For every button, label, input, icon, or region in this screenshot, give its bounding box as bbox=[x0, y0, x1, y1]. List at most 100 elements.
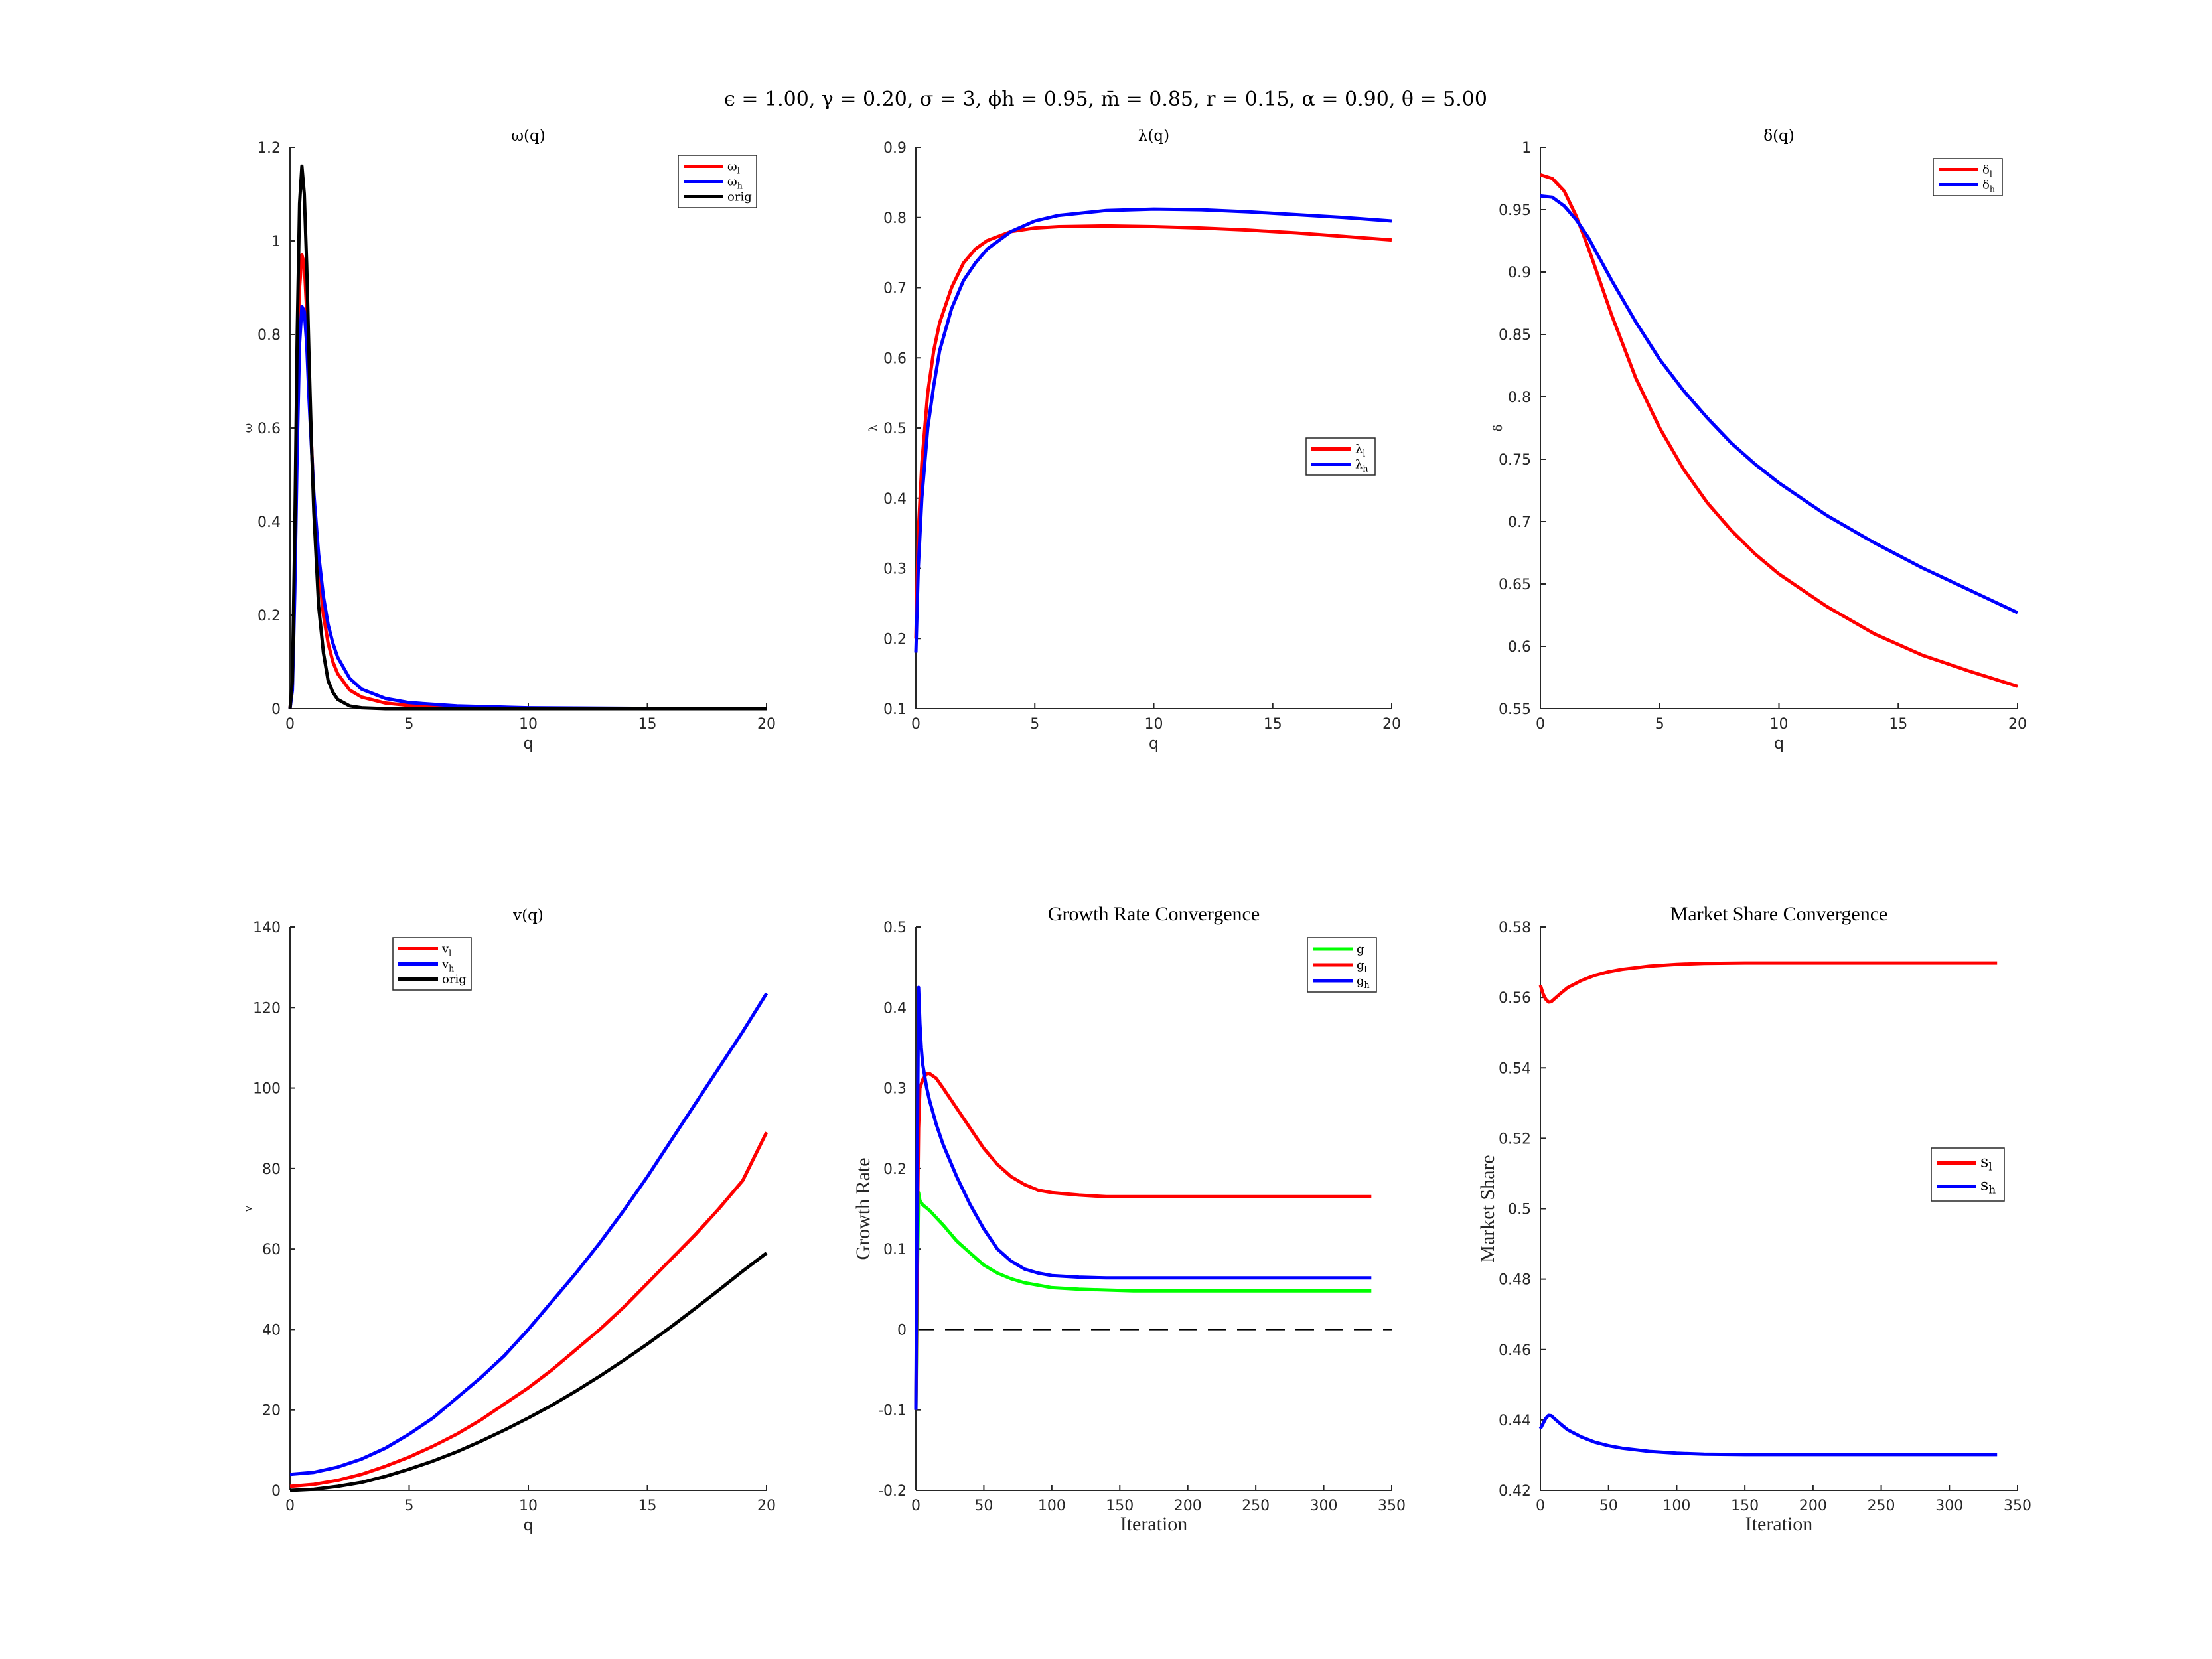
series-line-vl bbox=[289, 1131, 769, 1488]
series-line-δl bbox=[1540, 173, 2018, 688]
y-tick-label: 0.4 bbox=[883, 1000, 907, 1017]
x-tick-label: 15 bbox=[638, 716, 657, 733]
y-tick-label: 20 bbox=[262, 1403, 281, 1419]
y-tick-label: 0.56 bbox=[1499, 990, 1531, 1007]
y-tick-label: 1 bbox=[271, 234, 281, 250]
legend-label: vh bbox=[441, 958, 454, 974]
chart-growth: Growth Rate Convergence 0 50 100 150 200 250 30… bbox=[852, 903, 1406, 1535]
legend-label: gh bbox=[1357, 974, 1370, 990]
y-tick-label: 40 bbox=[262, 1322, 281, 1338]
x-axis-label: q bbox=[523, 1516, 533, 1534]
x-axis-label: q bbox=[523, 734, 533, 753]
x-tick-label: 350 bbox=[1378, 1498, 1406, 1514]
legend-box bbox=[1931, 1147, 2005, 1202]
x-tick-label: 0 bbox=[1536, 1498, 1545, 1514]
y-tick-label: 0.3 bbox=[883, 561, 907, 578]
x-tick-label: 150 bbox=[1731, 1498, 1759, 1514]
chart-title: λ(q) bbox=[1138, 127, 1169, 145]
y-tick-label: 0.8 bbox=[258, 327, 281, 344]
legend-label: λh bbox=[1355, 458, 1368, 474]
y-tick-label: 0.5 bbox=[883, 421, 907, 437]
x-tick-label: 10 bbox=[1145, 716, 1163, 733]
y-tick-label: 0.42 bbox=[1499, 1483, 1531, 1500]
series-line-gl bbox=[914, 1072, 1372, 1410]
x-axis-label: q bbox=[1149, 734, 1159, 753]
x-tick-label: 15 bbox=[638, 1498, 657, 1514]
x-tick-label: 350 bbox=[2004, 1498, 2031, 1514]
y-axis-label: λ bbox=[867, 424, 881, 431]
legend-label: λl bbox=[1355, 443, 1365, 459]
x-tick-label: 15 bbox=[1889, 716, 1907, 733]
y-tick-label: 0.55 bbox=[1499, 701, 1531, 718]
x-tick-label: 300 bbox=[1310, 1498, 1338, 1514]
x-tick-label: 0 bbox=[911, 1498, 921, 1514]
y-axis-label: δ bbox=[1491, 425, 1505, 432]
y-axis-label: ω bbox=[241, 423, 255, 433]
y-axis-label: Growth Rate bbox=[852, 1157, 874, 1260]
legend-label: vl bbox=[441, 942, 451, 958]
y-tick-label: 60 bbox=[262, 1242, 281, 1258]
x-tick-label: 20 bbox=[757, 1498, 776, 1514]
x-tick-label: 5 bbox=[1655, 716, 1664, 733]
chart-title: ω(q) bbox=[511, 127, 545, 145]
y-tick-label: 0.3 bbox=[883, 1081, 907, 1098]
y-tick-label: 0.5 bbox=[883, 920, 907, 936]
x-tick-label: 5 bbox=[405, 1498, 414, 1514]
x-tick-label: 300 bbox=[1935, 1498, 1963, 1514]
x-tick-label: 100 bbox=[1662, 1498, 1690, 1514]
x-tick-label: 200 bbox=[1799, 1498, 1827, 1514]
chart-title: v(q) bbox=[512, 907, 544, 924]
y-tick-label: 0.4 bbox=[883, 491, 907, 508]
y-tick-label: 0.75 bbox=[1499, 452, 1531, 469]
y-tick-label: 0.1 bbox=[883, 1242, 907, 1258]
legend-label: orig bbox=[727, 190, 752, 204]
y-tick-label: 0.6 bbox=[258, 421, 281, 437]
y-tick-label: 0.46 bbox=[1499, 1342, 1531, 1359]
series-line-λh bbox=[914, 207, 1392, 653]
y-tick-label: 0.52 bbox=[1499, 1131, 1531, 1147]
y-tick-label: 140 bbox=[253, 920, 281, 936]
y-tick-label: 0.2 bbox=[258, 608, 281, 624]
chart-share: Market Share Convergence 0 50 100 150 200 250 3… bbox=[1477, 903, 2031, 1535]
series-line-vh bbox=[289, 992, 769, 1477]
y-tick-label: 100 bbox=[253, 1081, 281, 1098]
x-tick-label: 0 bbox=[1536, 716, 1545, 733]
x-tick-label: 20 bbox=[2008, 716, 2027, 733]
x-tick-label: 10 bbox=[519, 716, 538, 733]
x-axis-label: Iteration bbox=[1120, 1513, 1188, 1535]
x-tick-label: 10 bbox=[519, 1498, 538, 1514]
series-line-g bbox=[914, 1190, 1372, 1410]
y-tick-label: 0.2 bbox=[883, 1161, 907, 1178]
series-line-orig bbox=[289, 1252, 768, 1492]
legend-label: g bbox=[1357, 942, 1364, 956]
legend-label: δl bbox=[1982, 163, 1992, 179]
y-tick-label: 0.9 bbox=[1508, 265, 1531, 281]
y-tick-label: 0.44 bbox=[1499, 1413, 1531, 1429]
legend-label: ωh bbox=[727, 175, 743, 191]
x-tick-label: 250 bbox=[1242, 1498, 1270, 1514]
chart-delta: δ(q) 0 5 10 15 20 0.55 0.6 0.65 0.7 0.75 0.8 0.85 0.9… bbox=[1491, 127, 2027, 753]
x-tick-label: 20 bbox=[1382, 716, 1401, 733]
x-tick-label: 100 bbox=[1038, 1498, 1066, 1514]
y-tick-label: 0.1 bbox=[883, 701, 907, 718]
series-line-δh bbox=[1540, 194, 2019, 614]
x-tick-label: 50 bbox=[1599, 1498, 1618, 1514]
y-tick-label: 0 bbox=[271, 1483, 281, 1500]
legend-label: ωl bbox=[727, 160, 740, 176]
y-tick-label: 80 bbox=[262, 1161, 281, 1178]
y-tick-label: 0.7 bbox=[1508, 514, 1531, 531]
y-tick-label: 1 bbox=[1522, 140, 1531, 157]
legend-box bbox=[1305, 437, 1376, 476]
y-tick-label: 0.8 bbox=[883, 210, 907, 227]
y-tick-label: 1.2 bbox=[258, 140, 281, 157]
chart-title: Growth Rate Convergence bbox=[1048, 903, 1260, 925]
y-tick-label: 0.6 bbox=[883, 350, 907, 367]
x-tick-label: 15 bbox=[1264, 716, 1282, 733]
x-axis-label: q bbox=[1774, 734, 1784, 753]
x-axis-label: Iteration bbox=[1745, 1513, 1813, 1535]
y-tick-label: -0.2 bbox=[878, 1483, 907, 1500]
y-tick-label: 0.8 bbox=[1508, 390, 1531, 406]
